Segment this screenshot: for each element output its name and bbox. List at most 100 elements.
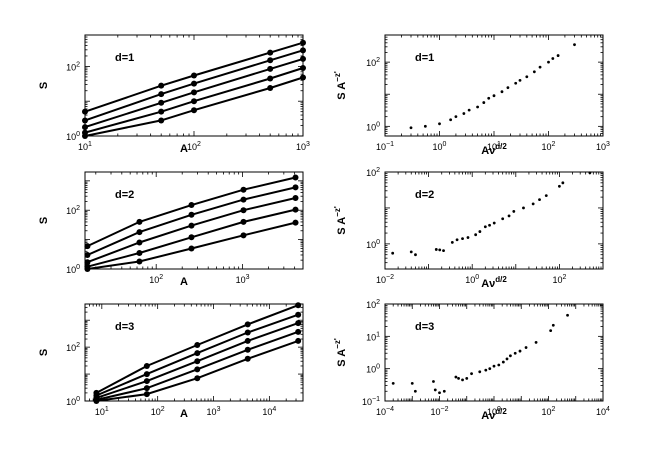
data-point	[534, 340, 538, 344]
x-tick-label: 10−4	[376, 406, 394, 417]
data-point	[292, 174, 299, 181]
x-tick-label: 104	[596, 406, 610, 417]
data-point	[158, 91, 165, 98]
data-point	[158, 117, 165, 124]
data-point	[191, 80, 197, 87]
data-point	[474, 233, 478, 237]
data-point	[244, 337, 251, 344]
y-tick-label: 100	[366, 239, 380, 250]
data-point	[244, 321, 251, 328]
y-axis-label: S	[38, 217, 50, 224]
data-point	[454, 375, 458, 379]
data-point	[136, 229, 143, 236]
x-tick-label: 102	[542, 406, 556, 417]
data-point	[509, 354, 512, 358]
panel-left-d2: 102 103 100 102 A Sd=2	[38, 171, 304, 288]
data-point	[434, 248, 438, 251]
data-point	[240, 232, 247, 239]
data-point	[295, 311, 302, 318]
x-tick-label: 104	[262, 406, 276, 417]
data-point	[295, 302, 302, 309]
data-point	[414, 253, 417, 257]
data-point	[538, 65, 542, 69]
data-point	[292, 184, 299, 191]
data-point	[409, 126, 413, 130]
y-tick-label: 100	[66, 264, 80, 275]
x-tick-label: 10−2	[376, 274, 394, 285]
y-tick-label: 102	[66, 61, 80, 72]
data-point	[492, 221, 496, 225]
x-tick-label: 102	[187, 141, 201, 152]
data-point	[191, 72, 197, 79]
y-axis-label: S A−z'	[333, 206, 348, 235]
data-point	[267, 49, 274, 56]
data-point	[513, 351, 517, 355]
x-axis-label: A	[180, 143, 188, 155]
panel-label: d=2	[115, 189, 134, 201]
data-point	[240, 218, 247, 225]
x-axis-label: Aνd/2	[481, 275, 507, 290]
data-point	[84, 259, 91, 266]
data-point	[461, 237, 464, 241]
data-point	[501, 360, 505, 364]
data-point	[484, 368, 488, 372]
data-point	[483, 225, 487, 229]
panel-label: d=3	[415, 321, 434, 333]
data-point	[549, 329, 553, 333]
y-axis-label: S A−z'	[333, 338, 348, 367]
y-tick-label: 102	[66, 342, 80, 353]
data-point	[438, 248, 442, 252]
data-point	[143, 378, 150, 385]
data-point	[82, 133, 88, 139]
x-tick-label: 10−1	[376, 141, 394, 152]
data-point	[136, 218, 143, 225]
data-point	[561, 181, 565, 185]
panel-label: d=2	[415, 189, 434, 201]
data-point	[267, 57, 274, 64]
data-point	[501, 217, 505, 221]
data-point	[188, 222, 195, 229]
data-point	[188, 245, 195, 252]
data-point	[158, 108, 165, 115]
data-point	[551, 323, 555, 327]
y-axis-label: S	[38, 82, 50, 89]
data-point	[84, 251, 91, 258]
data-point	[136, 239, 143, 246]
data-point	[244, 346, 251, 353]
data-point	[143, 371, 150, 378]
x-tick-label: 101	[487, 141, 501, 152]
data-point	[438, 391, 441, 395]
data-point	[470, 372, 473, 376]
data-point	[532, 70, 536, 74]
x-tick-label: 103	[296, 141, 310, 152]
data-point	[391, 382, 395, 385]
data-point	[454, 115, 458, 119]
data-point	[566, 313, 569, 317]
y-tick-label: 102	[66, 205, 80, 216]
x-axis-label: A	[180, 408, 188, 420]
panel-label: d=1	[415, 52, 434, 64]
data-point	[143, 362, 150, 369]
x-tick-label: 100	[487, 406, 501, 417]
data-point	[300, 39, 306, 46]
axes-box	[84, 171, 304, 270]
data-point	[244, 355, 251, 362]
y-tick-label: 100	[66, 396, 80, 407]
data-point	[295, 337, 302, 344]
data-point	[514, 81, 518, 85]
data-point	[188, 202, 195, 209]
data-point	[492, 94, 496, 98]
x-tick-label: 101	[78, 141, 92, 152]
x-tick-label: 100	[433, 141, 447, 152]
data-point	[518, 78, 522, 82]
data-point	[556, 54, 560, 57]
axes-box	[384, 34, 604, 137]
data-point	[507, 214, 511, 218]
data-point	[300, 65, 306, 72]
data-point	[433, 388, 437, 392]
data-point	[573, 43, 576, 47]
data-point	[82, 124, 88, 131]
x-axis-label: Aνd/2	[481, 407, 507, 422]
